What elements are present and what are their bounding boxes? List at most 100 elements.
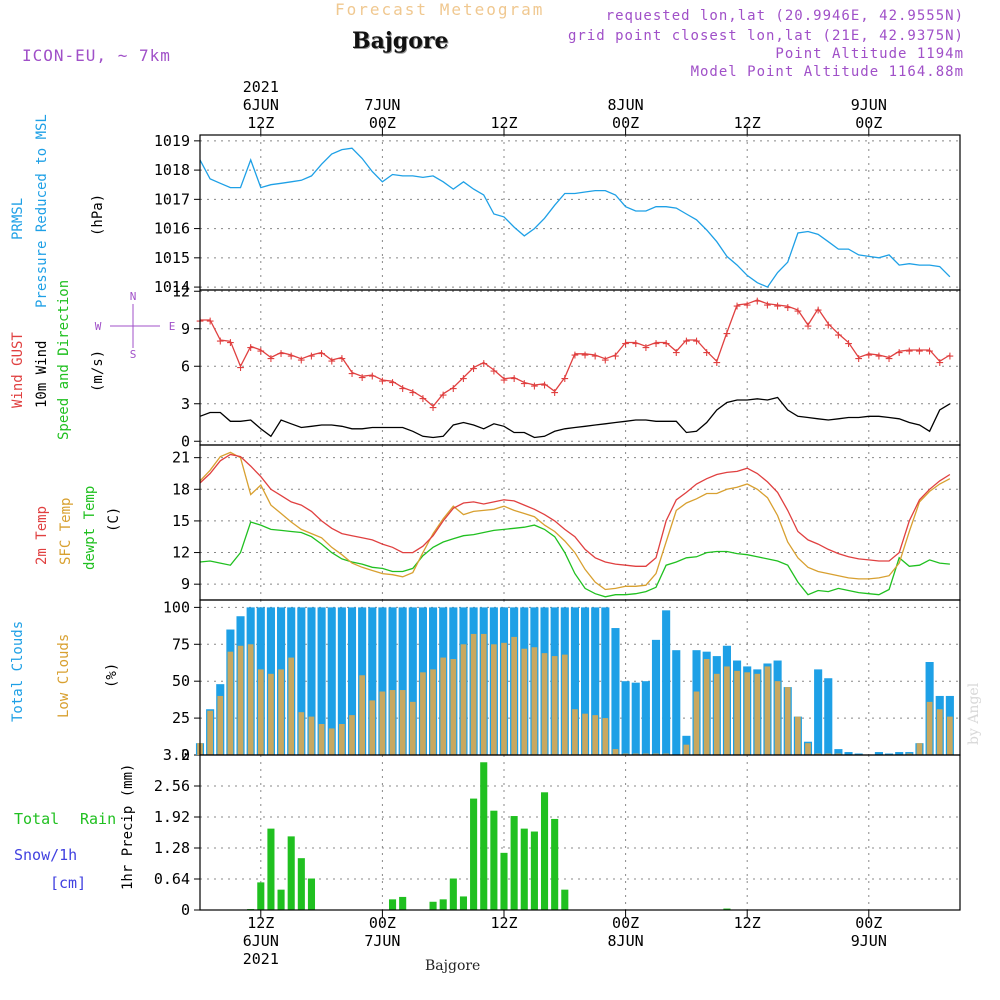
total-cloud-bar — [297, 607, 306, 755]
total-cloud-bar — [317, 607, 326, 755]
ytick-label-clouds: 25 — [172, 709, 190, 727]
gust-marker: + — [571, 348, 579, 363]
low-cloud-bar — [298, 712, 305, 755]
gust-marker: + — [226, 335, 234, 350]
total-cloud-bar — [672, 650, 681, 755]
low-cloud-bar — [825, 753, 832, 755]
gust-marker: + — [622, 337, 630, 352]
gust-marker: + — [409, 385, 417, 400]
low-cloud-bar — [288, 657, 295, 755]
low-cloud-bar — [643, 753, 649, 755]
model-altitude: Model Point Altitude 1164.88m — [690, 64, 964, 80]
low-cloud-bar — [278, 669, 284, 755]
bottom-time-label: 6JUN — [243, 932, 279, 950]
gust-marker: + — [946, 349, 954, 364]
total-cloud-bar — [591, 607, 600, 755]
compass-w: W — [95, 320, 102, 333]
wind-speed-line — [199, 396, 951, 439]
low-cloud-bar — [318, 724, 325, 755]
low-cloud-bar — [227, 651, 234, 755]
ytick-label-temp: 12 — [172, 544, 190, 562]
bottom-time-label: 00Z — [369, 914, 396, 932]
bottom-time-label: 7JUN — [364, 932, 400, 950]
gust-marker: + — [926, 344, 934, 359]
rain-bar — [551, 818, 559, 910]
top-time-label: 7JUN — [364, 96, 400, 114]
ytick-label-precip: 0.64 — [154, 870, 190, 888]
footer-location: Bajgore — [425, 958, 481, 974]
rain-bar — [277, 889, 285, 910]
low-cloud-bar — [247, 644, 254, 755]
rain-bar — [723, 908, 731, 910]
rain-bar — [459, 896, 468, 910]
gust-marker: + — [439, 388, 447, 403]
low-cloud-bar — [754, 673, 761, 755]
low-cloud-bar — [450, 659, 457, 755]
total-cloud-bar — [408, 607, 417, 755]
gust-marker: + — [642, 340, 650, 355]
gust-marker: + — [662, 337, 670, 352]
gust-marker: + — [378, 374, 386, 389]
gust-marker: + — [672, 345, 680, 360]
total-cloud-bar — [378, 607, 387, 755]
ytick-label-pressure: 1016 — [154, 220, 190, 238]
low-cloud-bar — [947, 716, 953, 755]
point-altitude: Point Altitude 1194m — [775, 46, 964, 62]
bottom-time-label: 00Z — [855, 914, 882, 932]
dewpoint-line — [199, 521, 950, 598]
top-time-label: 6JUN — [243, 96, 279, 114]
gust-marker: + — [693, 334, 701, 349]
gust-marker: + — [804, 319, 812, 334]
total-cloud-bar — [611, 628, 620, 755]
low-cloud-bar — [460, 644, 467, 755]
gust-marker: + — [713, 355, 721, 370]
low-cloud-bar — [207, 710, 213, 755]
gust-marker: + — [551, 385, 559, 400]
top-time-label: 9JUN — [851, 96, 887, 114]
total-cloud-bar — [885, 753, 894, 755]
wind-gust-line — [200, 299, 951, 408]
low-cloud-bar — [795, 716, 801, 755]
gust-marker: + — [216, 334, 224, 349]
low-cloud-bar — [328, 728, 335, 755]
rain-bar — [257, 882, 265, 910]
closest-coords: grid point closest lon,lat (21E, 42.9375… — [567, 28, 964, 44]
low-cloud-bar — [582, 713, 588, 755]
bottom-time-label: 12Z — [247, 914, 274, 932]
top-time-label: 2021 — [243, 78, 279, 96]
low-cloud-bar — [693, 691, 700, 755]
low-cloud-bar — [379, 691, 386, 755]
precip-label-total: Total — [14, 810, 60, 828]
rain-bar — [297, 858, 305, 910]
gust-marker: + — [247, 340, 255, 355]
gust-marker: + — [206, 314, 214, 329]
gust-marker: + — [338, 352, 346, 367]
low-cloud-bar — [835, 753, 842, 755]
low-cloud-bar — [936, 709, 943, 755]
low-cloud-bar — [683, 744, 690, 755]
gust-marker: + — [429, 400, 437, 415]
gust-marker: + — [419, 392, 427, 407]
low-cloud-bar — [764, 666, 771, 755]
rain-bar — [307, 878, 316, 910]
low-cloud-bar — [389, 690, 396, 755]
gust-marker: + — [348, 367, 356, 382]
gust-marker: + — [612, 349, 620, 364]
total-cloud-bar — [895, 752, 904, 755]
total-cloud-bar — [388, 607, 397, 755]
rain-bar — [540, 792, 549, 910]
total-cloud-bar — [844, 752, 853, 755]
ytick-label-wind: 9 — [181, 320, 190, 338]
rain-bar — [388, 899, 397, 910]
bottom-time-label: 12Z — [734, 914, 761, 932]
gust-marker: + — [591, 349, 599, 364]
low-cloud-bar — [257, 669, 264, 755]
total-cloud-bar — [570, 607, 579, 755]
rain-bar — [490, 810, 498, 910]
gust-marker: + — [743, 298, 751, 313]
rain-bar — [439, 899, 447, 910]
ytick-label-temp: 21 — [172, 449, 190, 467]
ytick-label-precip: 3.2 — [163, 746, 190, 764]
product-title: Forecast Meteogram — [335, 0, 545, 19]
